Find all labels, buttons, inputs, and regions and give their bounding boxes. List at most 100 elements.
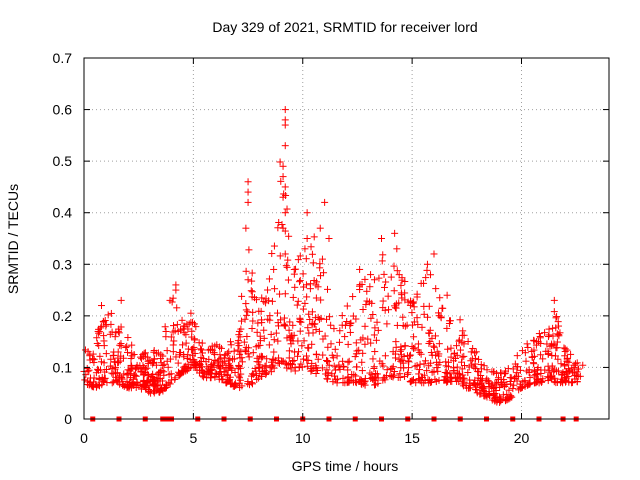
data-point <box>343 318 351 326</box>
data-point <box>192 323 200 331</box>
data-point-peak <box>550 296 558 304</box>
data-point <box>443 324 451 332</box>
data-point <box>459 374 467 382</box>
data-point <box>157 359 165 367</box>
data-point <box>369 355 377 363</box>
data-point <box>270 265 278 273</box>
data-point <box>129 375 137 383</box>
data-point <box>111 333 119 341</box>
data-point-peak <box>281 250 289 258</box>
data-point <box>287 336 295 344</box>
data-point <box>383 320 391 328</box>
data-point <box>317 296 325 304</box>
data-point <box>123 348 131 356</box>
data-point <box>364 335 372 343</box>
data-point <box>410 318 418 326</box>
data-point <box>379 251 387 259</box>
data-point <box>453 342 461 350</box>
data-point <box>163 347 171 355</box>
data-point <box>106 362 114 370</box>
data-point <box>373 318 381 326</box>
data-point <box>323 356 331 364</box>
data-point <box>388 364 396 372</box>
data-point <box>143 364 151 372</box>
data-point <box>370 331 378 339</box>
data-point <box>219 359 227 367</box>
data-point <box>306 315 314 323</box>
data-point <box>230 347 238 355</box>
data-point <box>89 355 97 363</box>
data-point <box>270 348 278 356</box>
data-point-peak <box>443 291 451 299</box>
data-point <box>483 366 491 374</box>
data-point <box>119 354 127 362</box>
data-point <box>464 338 472 346</box>
data-point <box>385 306 393 314</box>
data-point <box>426 326 434 334</box>
data-point <box>312 294 320 302</box>
data-point <box>312 326 320 334</box>
data-point <box>116 341 124 349</box>
chart-title: Day 329 of 2021, SRMTID for receiver lor… <box>212 19 477 35</box>
y-axis-label: SRMTID / TECUs <box>5 184 21 294</box>
data-point <box>436 358 444 366</box>
data-point <box>461 362 469 370</box>
data-point <box>240 338 248 346</box>
data-point <box>410 298 418 306</box>
data-point-peak <box>281 142 289 150</box>
data-point <box>298 342 306 350</box>
data-point-peak <box>303 209 311 217</box>
data-point <box>312 351 320 359</box>
data-point <box>450 350 458 358</box>
data-point <box>334 375 342 383</box>
data-point <box>475 355 483 363</box>
data-point <box>404 369 412 377</box>
data-point <box>341 379 349 387</box>
data-point <box>398 356 406 364</box>
data-point <box>267 330 275 338</box>
data-point <box>356 375 364 383</box>
data-point <box>359 306 367 314</box>
data-point <box>238 358 246 366</box>
data-point <box>101 317 109 325</box>
data-point <box>568 378 576 386</box>
data-point <box>245 353 253 361</box>
data-point <box>410 333 418 341</box>
data-point <box>143 378 151 386</box>
data-point <box>229 355 237 363</box>
data-point <box>387 273 395 281</box>
data-point <box>310 277 318 285</box>
data-point <box>167 333 175 341</box>
data-point <box>249 380 257 388</box>
data-point <box>528 347 536 355</box>
data-point <box>252 343 260 351</box>
data-point <box>164 363 172 371</box>
data-point <box>304 324 312 332</box>
data-point <box>485 388 493 396</box>
data-point <box>510 381 518 389</box>
data-point <box>423 313 431 321</box>
data-point <box>555 332 563 340</box>
data-point <box>206 374 214 382</box>
data-point <box>560 344 568 352</box>
data-point <box>383 366 391 374</box>
data-point <box>139 362 147 370</box>
data-point <box>372 374 380 382</box>
data-point <box>248 325 256 333</box>
data-point <box>190 343 198 351</box>
data-point <box>110 348 118 356</box>
x-axis-label: GPS time / hours <box>292 458 399 474</box>
data-point <box>537 378 545 386</box>
data-point-peak <box>281 209 289 217</box>
data-point <box>171 375 179 383</box>
data-point <box>243 332 251 340</box>
data-point <box>308 308 316 316</box>
data-point <box>176 348 184 356</box>
data-point <box>165 379 173 387</box>
data-point <box>550 340 558 348</box>
data-point <box>281 322 289 330</box>
data-point <box>417 350 425 358</box>
data-point <box>328 370 336 378</box>
data-point-peak <box>430 250 438 258</box>
